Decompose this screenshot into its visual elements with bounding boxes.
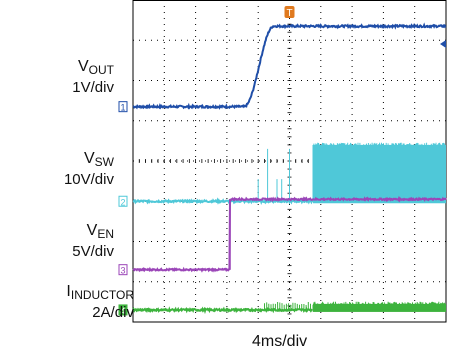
trace-vout bbox=[132, 22, 447, 110]
ch1-label: VOUT 1V/div bbox=[56, 58, 114, 97]
ch3-marker bbox=[118, 264, 128, 276]
trace-vsw-spikes bbox=[257, 148, 290, 202]
ch2-marker bbox=[118, 195, 128, 207]
trace-ven bbox=[132, 195, 447, 273]
ch4-label: IINDUCTOR 2A/div bbox=[2, 283, 134, 322]
trigger-marker-label: T bbox=[286, 8, 292, 19]
ch4-name: I bbox=[66, 283, 71, 300]
ch4-marker-number: 4 bbox=[120, 306, 125, 316]
trace-inductor bbox=[132, 306, 313, 315]
ch2-marker-number: 2 bbox=[120, 197, 125, 207]
ch1-name: V bbox=[77, 58, 89, 75]
time-scale-label: 4ms/div bbox=[252, 333, 308, 350]
ch4-name-sub: INDUCTOR bbox=[70, 288, 134, 302]
trigger-level-arrow bbox=[440, 40, 446, 48]
ch2-name: V bbox=[83, 150, 95, 167]
ch1-scale: 1V/div bbox=[72, 79, 114, 96]
trace-inductor-burst-edge bbox=[312, 301, 446, 310]
trigger-marker bbox=[284, 6, 295, 18]
ch2-name-sub: SW bbox=[94, 155, 114, 169]
ch4-marker bbox=[118, 304, 128, 316]
ch4-scale: 2A/div bbox=[92, 304, 134, 321]
ch2-scale: 10V/div bbox=[63, 171, 114, 188]
ch3-label: VEN 5V/div bbox=[50, 222, 114, 261]
trace-inductor-ripple bbox=[264, 302, 311, 310]
ch3-name-sub: EN bbox=[97, 227, 114, 241]
ch1-marker bbox=[118, 101, 128, 113]
traces bbox=[132, 22, 447, 315]
ch3-marker-number: 3 bbox=[120, 266, 125, 276]
ch1-marker-number: 1 bbox=[120, 103, 125, 113]
trace-vsw-burst-edge bbox=[312, 142, 446, 202]
ch3-name: V bbox=[86, 222, 98, 239]
ch3-scale: 5V/div bbox=[72, 243, 114, 260]
channel-markers: 1 2 3 4 T bbox=[118, 6, 446, 316]
ch2-label: VSW 10V/div bbox=[40, 150, 114, 189]
trace-vsw bbox=[132, 197, 314, 205]
ch1-name-sub: OUT bbox=[88, 63, 114, 77]
